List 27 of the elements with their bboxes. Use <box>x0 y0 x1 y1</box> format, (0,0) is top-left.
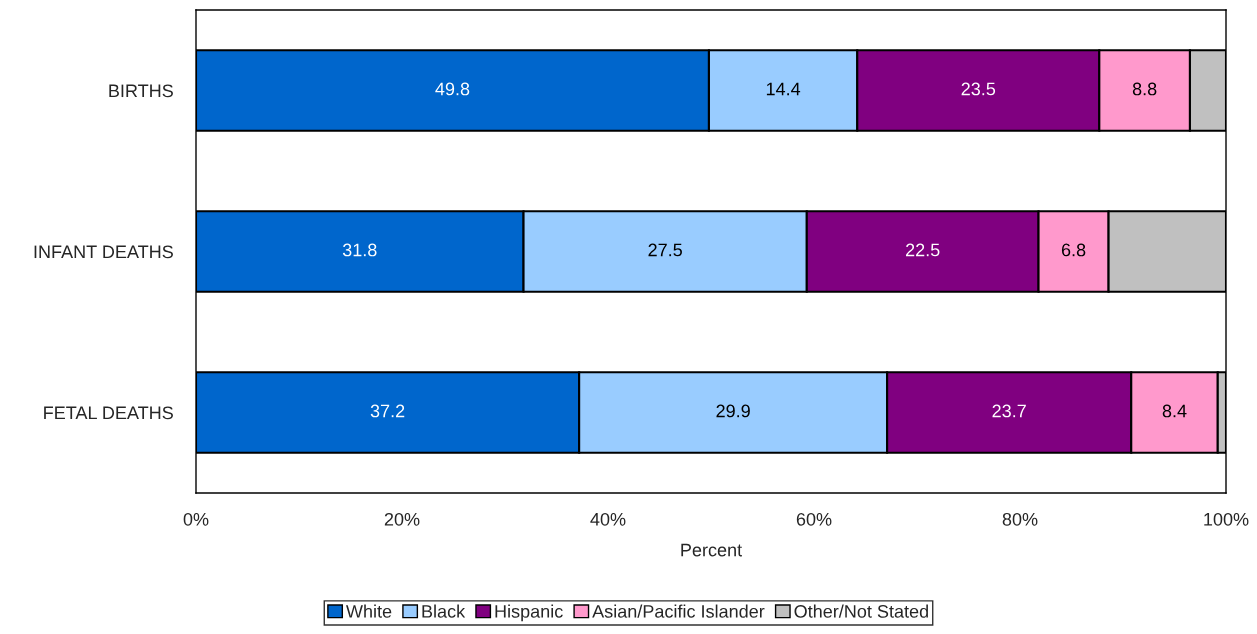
data-label: 49.8 <box>435 82 470 96</box>
data-label: 22.5 <box>906 243 940 257</box>
data-label: 31.8 <box>342 243 377 257</box>
data-label: 8.4 <box>1162 404 1187 418</box>
data-label: 8.8 <box>1132 82 1157 96</box>
data-label: 6.8 <box>1061 243 1086 257</box>
x-tick-label: 0% <box>183 512 209 526</box>
x-tick-label: 60% <box>796 512 832 526</box>
legend-label: White <box>346 604 392 618</box>
x-tick-label: 100% <box>1204 512 1249 526</box>
legend-label: Black <box>422 604 466 618</box>
data-label: 14.4 <box>766 82 801 96</box>
data-label: 23.7 <box>992 404 1026 418</box>
legend-label: Asian/Pacific Islander <box>592 604 765 618</box>
data-label: 37.2 <box>370 404 405 418</box>
x-tick-label: 80% <box>1002 512 1038 526</box>
data-label: 29.9 <box>716 404 750 418</box>
data-label: 27.5 <box>648 243 682 257</box>
x-axis-title: Percent <box>681 543 742 557</box>
y-tick-label: BIRTHS <box>109 84 173 98</box>
legend-label: Hispanic <box>495 604 563 622</box>
legend-label: Other/Not Stated <box>794 604 928 618</box>
x-tick-label: 40% <box>590 512 626 526</box>
data-label: 23.5 <box>961 82 996 96</box>
x-tick-label: 20% <box>384 512 420 526</box>
y-tick-label: INFANT DEATHS <box>34 245 173 259</box>
y-tick-label: FETAL DEATHS <box>44 406 173 420</box>
